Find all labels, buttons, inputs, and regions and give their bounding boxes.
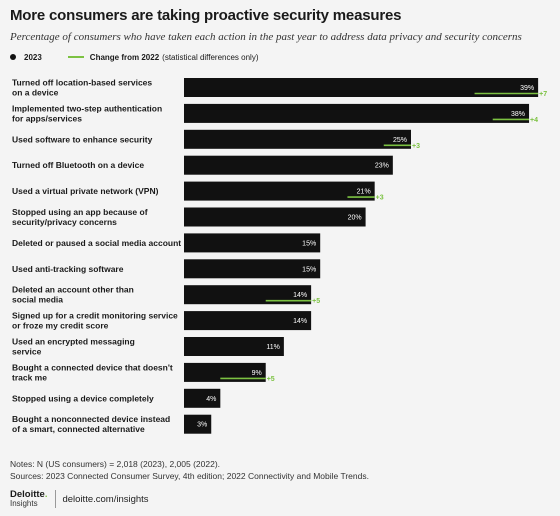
category-label: Bought a nonconnected device instead of a… xyxy=(12,414,170,434)
value-label: 23% xyxy=(375,163,389,170)
deloitte-logo: Deloitte. Insights xyxy=(10,490,47,508)
value-label: 25% xyxy=(393,137,407,144)
bar-2023 xyxy=(184,388,221,408)
bar-2023 xyxy=(184,78,539,97)
category-label: Used an encrypted messaging service xyxy=(12,337,135,357)
bar-2023 xyxy=(184,103,530,123)
legend-label-2023: 2023 xyxy=(24,52,42,62)
bar-2023 xyxy=(184,129,411,149)
bar-2023 xyxy=(184,337,284,356)
chart-title: More consumers are taking proactive secu… xyxy=(10,7,402,24)
category-label: Turned off Bluetooth on a device xyxy=(12,160,144,170)
value-label: 14% xyxy=(293,318,307,325)
category-label: Used software to enhance security xyxy=(12,134,153,144)
logo-insights: Insights xyxy=(10,499,38,508)
category-label: Turned off location-based services on a d… xyxy=(12,78,152,98)
legend-label-note: (statistical differences only) xyxy=(162,52,259,62)
change-label: +5 xyxy=(312,298,320,305)
bar-2023 xyxy=(184,259,321,279)
category-label: Signed up for a credit monitoring servic… xyxy=(12,311,178,331)
footer-url[interactable]: deloitte.com/insights xyxy=(62,493,149,505)
change-label: +3 xyxy=(412,143,420,150)
change-label: +5 xyxy=(267,376,275,383)
notes: Notes: N (US consumers) = 2,018 (2023), … xyxy=(10,458,369,482)
value-label: 14% xyxy=(293,292,307,299)
change-label: +4 xyxy=(530,117,538,124)
bar-chart: Turned off location-based services on a d… xyxy=(12,78,547,435)
logo-dot: . xyxy=(44,489,48,500)
bar-2023 xyxy=(184,311,312,331)
category-label: Deleted or paused a social media account xyxy=(12,238,181,248)
value-label: 15% xyxy=(302,240,316,247)
value-label: 9% xyxy=(252,370,262,377)
bar-2023 xyxy=(184,207,366,227)
value-label: 21% xyxy=(357,189,371,196)
value-label: 38% xyxy=(511,111,525,118)
bar-2023 xyxy=(184,155,393,175)
value-label: 3% xyxy=(197,422,207,429)
sources-line: Sources: 2023 Connected Consumer Survey,… xyxy=(10,471,369,481)
legend-line-icon xyxy=(67,56,84,58)
category-label: Stopped using an app because of security/… xyxy=(12,207,148,227)
category-label: Used a virtual private network (VPN) xyxy=(12,186,159,196)
value-label: 20% xyxy=(348,215,362,222)
category-label: Deleted an account other than social medi… xyxy=(12,285,134,305)
value-label: 11% xyxy=(266,344,280,351)
legend-dot-icon xyxy=(10,54,16,60)
chart-subtitle: Percentage of consumers who have taken e… xyxy=(10,31,522,43)
value-label: 39% xyxy=(520,85,534,92)
change-label: +3 xyxy=(376,195,384,202)
footer-divider xyxy=(55,490,57,508)
category-label: Implemented two-step authentication for a… xyxy=(12,103,162,123)
bar-2023 xyxy=(184,181,375,201)
change-label: +7 xyxy=(539,91,547,98)
value-label: 4% xyxy=(206,396,216,403)
category-label: Bought a connected device that doesn't tr… xyxy=(12,362,173,382)
footer: Deloitte. Insights deloitte.com/insights xyxy=(10,490,149,508)
value-label: 15% xyxy=(302,266,316,273)
legend-label-change: Change from 2022 xyxy=(89,52,160,62)
bar-2023 xyxy=(184,414,212,434)
legend: 2023 Change from 2022 (statistical diffe… xyxy=(10,51,259,63)
category-label: Stopped using a device completely xyxy=(12,393,154,403)
bar-2023 xyxy=(184,362,266,382)
bar-2023 xyxy=(184,285,312,305)
notes-line: Notes: N (US consumers) = 2,018 (2023), … xyxy=(10,459,221,469)
bar-2023 xyxy=(184,233,321,253)
category-label: Used anti-tracking software xyxy=(12,264,124,274)
logo-wordmark: Deloitte xyxy=(10,489,45,500)
